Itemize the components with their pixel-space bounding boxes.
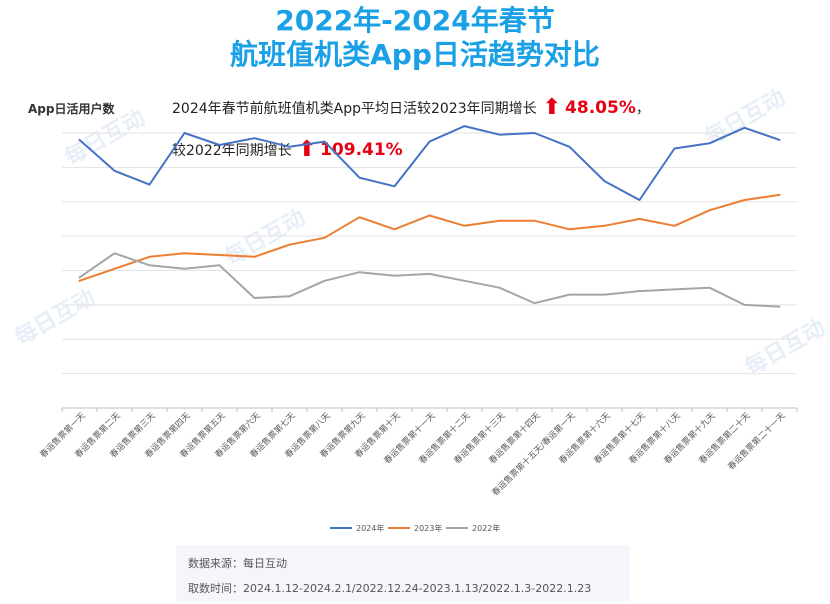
y-axis-label: App日活用户数 xyxy=(28,102,115,116)
series-line-2024年 xyxy=(78,125,781,201)
growth-percent: 48.05% xyxy=(565,98,636,118)
source-box: 数据来源：每日互动 取数时间：2024.1.12-2024.2.1/2022.1… xyxy=(176,545,630,601)
series-line-2022年 xyxy=(78,252,781,308)
up-arrow-icon: ⬆ xyxy=(542,95,562,120)
legend-label: 2022年 xyxy=(472,523,500,533)
legend-label: 2023年 xyxy=(414,523,442,533)
date-range-text: 取数时间：2024.1.12-2024.2.1/2022.12.24-2023.… xyxy=(188,582,592,595)
x-tick-label: 春运售票第二十一天 xyxy=(726,410,788,472)
growth-note-2023: 2024年春节前航班值机类App平均日活较2023年同期增长 ⬆ 48.05% … xyxy=(172,95,650,120)
growth-note-text: 2024年春节前航班值机类App平均日活较2023年同期增长 xyxy=(172,101,537,117)
source-text: 数据来源：每日互动 xyxy=(188,557,287,570)
growth-percent: 109.41% xyxy=(320,140,403,160)
growth-note-text: 较2022年同期增长 xyxy=(172,143,292,159)
chart-title-line2: 航班值机类App日活趋势对比 xyxy=(230,38,600,71)
legend-label: 2024年 xyxy=(356,523,384,533)
chart-title-line1: 2022年-2024年春节 xyxy=(275,4,555,37)
growth-note-tail: ， xyxy=(635,101,650,117)
series-line-2023年 xyxy=(78,193,781,282)
